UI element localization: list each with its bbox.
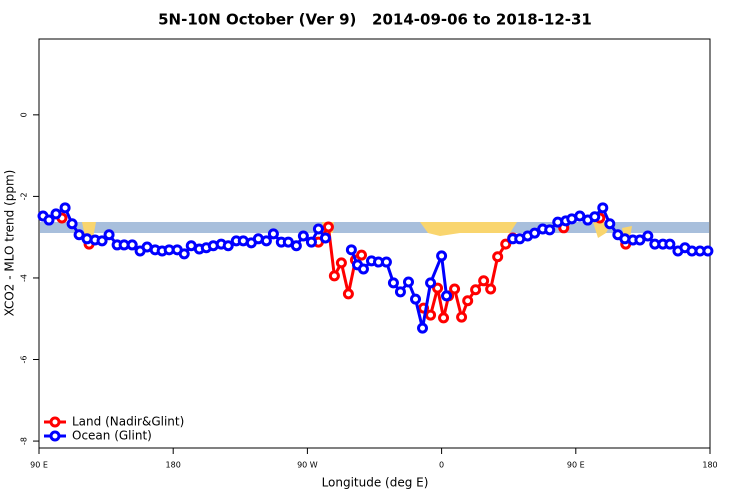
data-point (328, 270, 340, 282)
data-point (438, 312, 450, 324)
data-point (59, 202, 71, 214)
data-point (342, 288, 354, 300)
x-tick-label: 180 (166, 461, 181, 470)
data-point (492, 251, 504, 263)
x-axis-label: Longitude (deg E) (322, 476, 429, 490)
ticks: 90 E 180 90 W 0 90 E 180 0 -2 -4 -6 -8 (20, 112, 718, 469)
data-point (305, 236, 317, 248)
y-tick-label: -4 (20, 274, 29, 282)
data-point (441, 290, 453, 302)
data-point (322, 221, 334, 233)
data-point (410, 293, 422, 305)
x-tick-label: 180 (702, 461, 717, 470)
data-point (335, 257, 347, 269)
data-point (380, 256, 392, 268)
y-tick-label: 0 (20, 112, 29, 117)
data-point (436, 250, 448, 262)
data-point (589, 211, 601, 223)
x-tick-label: 0 (439, 461, 444, 470)
data-point (356, 249, 368, 261)
data-point (432, 282, 444, 294)
data-point (462, 295, 474, 307)
data-point (425, 309, 437, 321)
ocean-band (40, 222, 709, 233)
y-tick-label: -6 (20, 356, 29, 364)
data-point (634, 234, 646, 246)
legend-label: Ocean (Glint) (72, 429, 152, 443)
data-point (449, 283, 461, 295)
data-point (73, 229, 85, 241)
data-point (597, 202, 609, 214)
data-point (702, 245, 714, 257)
data-point (357, 263, 369, 275)
data-point (470, 284, 482, 296)
legend-marker (49, 430, 61, 442)
data-point (604, 218, 616, 230)
data-point (500, 238, 512, 250)
data-point (387, 277, 399, 289)
x-tick-label: 90 E (30, 461, 48, 470)
data-point (267, 228, 279, 240)
data-point (178, 248, 190, 260)
data-point (96, 235, 108, 247)
data-point (297, 230, 309, 242)
data-point (485, 283, 497, 295)
data-point (260, 235, 272, 247)
data-point (417, 322, 429, 334)
data-point (319, 232, 331, 244)
data-point (478, 275, 490, 287)
y-tick-label: -8 (20, 437, 29, 445)
chart-title: 5N-10N October (Ver 9) 2014-09-06 to 201… (158, 11, 592, 29)
legend: Land (Nadir&Glint)Ocean (Glint) (44, 415, 184, 443)
land-patch (420, 222, 517, 236)
data-point (544, 224, 556, 236)
legend-label: Land (Nadir&Glint) (72, 415, 184, 429)
data-point (66, 218, 78, 230)
data-point (290, 240, 302, 252)
data-point (345, 244, 357, 256)
data-point (312, 223, 324, 235)
data-point (529, 227, 541, 239)
data-point (126, 239, 138, 251)
data-point (394, 286, 406, 298)
data-point (642, 230, 654, 242)
data-point (103, 229, 115, 241)
plot-frame (38, 38, 711, 449)
data-point (50, 208, 62, 220)
data-point (574, 210, 586, 222)
data-point (425, 277, 437, 289)
data-point (664, 238, 676, 250)
x-tick-label: 90 E (567, 461, 585, 470)
data-point (222, 240, 234, 252)
data-point (43, 214, 55, 226)
x-tick-label: 90 W (297, 461, 318, 470)
y-tick-label: -2 (20, 192, 29, 200)
y-axis-label: XCO2 - MLO trend (ppm) (3, 170, 17, 317)
data-point (456, 311, 468, 323)
series-layer (37, 202, 714, 334)
legend-marker (49, 416, 61, 428)
data-point (402, 276, 414, 288)
